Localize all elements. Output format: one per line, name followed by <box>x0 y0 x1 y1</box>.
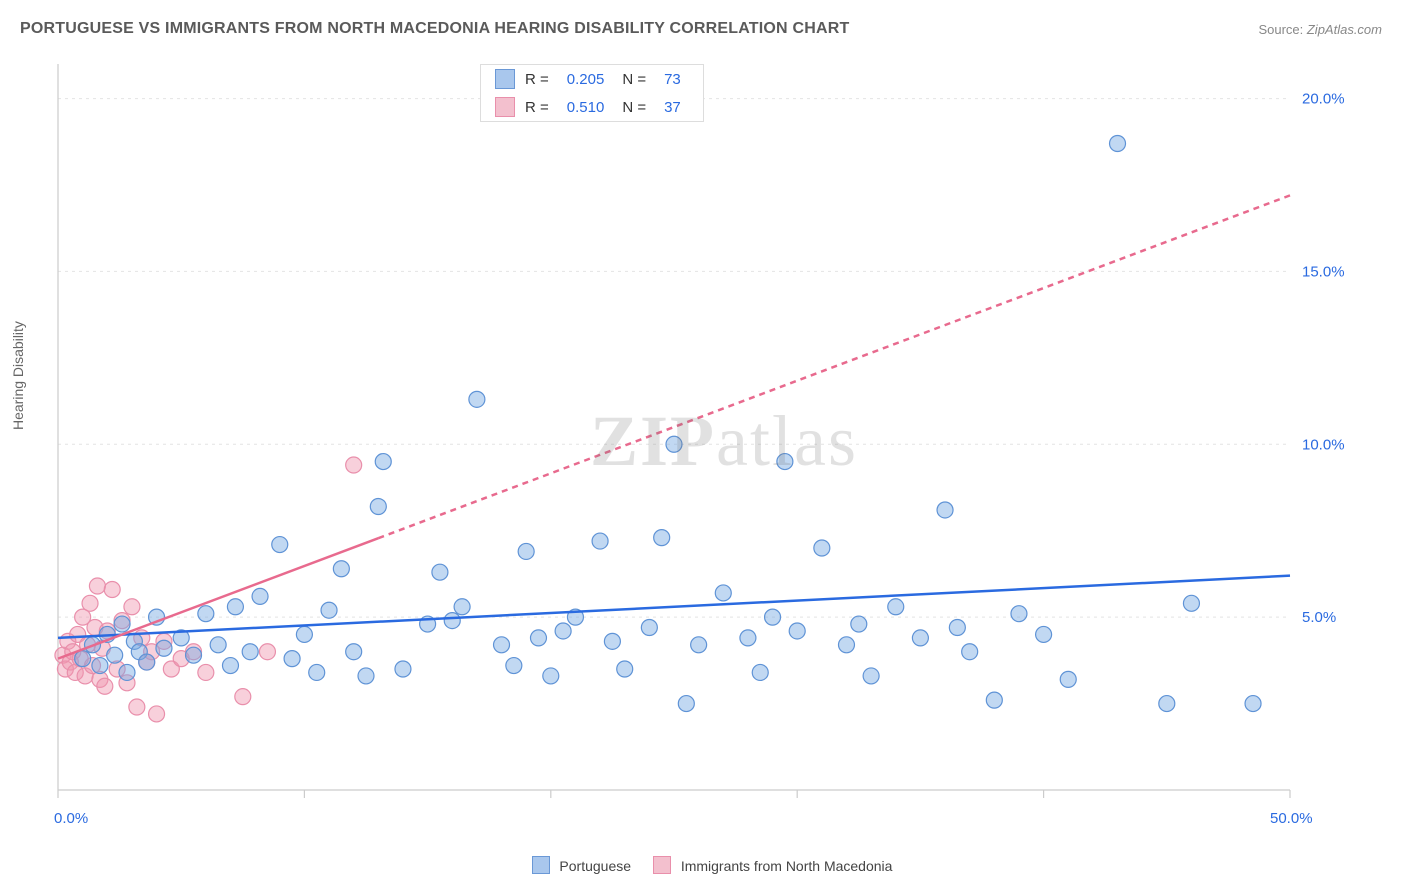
legend-swatch-b <box>495 97 515 117</box>
svg-text:20.0%: 20.0% <box>1302 91 1345 108</box>
source-attribution: Source: ZipAtlas.com <box>1258 22 1382 37</box>
plot-area: 5.0% 10.0% 15.0% 20.0% <box>50 60 1350 820</box>
r-value-b: 0.510 <box>567 99 605 116</box>
x-axis-min-label: 0.0% <box>54 810 88 827</box>
legend-label-portuguese: Portuguese <box>559 858 631 874</box>
source-prefix: Source: <box>1258 22 1306 37</box>
x-axis-max-label: 50.0% <box>1270 810 1313 827</box>
svg-text:15.0%: 15.0% <box>1302 263 1345 280</box>
legend-row-b: R = 0.510 N = 37 <box>481 93 703 121</box>
source-name: ZipAtlas.com <box>1307 22 1382 37</box>
chart-title: PORTUGUESE VS IMMIGRANTS FROM NORTH MACE… <box>20 20 849 38</box>
scatter-plot-svg: 5.0% 10.0% 15.0% 20.0% <box>50 60 1350 820</box>
n-label-a: N = <box>622 71 646 88</box>
legend-label-macedonia: Immigrants from North Macedonia <box>681 858 893 874</box>
correlation-legend: R = 0.205 N = 73 R = 0.510 N = 37 <box>480 64 704 122</box>
n-label-b: N = <box>622 99 646 116</box>
series-legend: Portuguese Immigrants from North Macedon… <box>0 856 1406 874</box>
n-value-a: 73 <box>664 71 681 88</box>
legend-row-a: R = 0.205 N = 73 <box>481 65 703 93</box>
n-value-b: 37 <box>664 99 681 116</box>
r-value-a: 0.205 <box>567 71 605 88</box>
r-label-a: R = <box>525 71 549 88</box>
legend-swatch-macedonia <box>653 856 671 874</box>
svg-text:10.0%: 10.0% <box>1302 436 1345 453</box>
r-label-b: R = <box>525 99 549 116</box>
y-axis-label: Hearing Disability <box>10 321 26 430</box>
legend-swatch-a <box>495 69 515 89</box>
svg-text:5.0%: 5.0% <box>1302 609 1336 626</box>
legend-swatch-portuguese <box>532 856 550 874</box>
